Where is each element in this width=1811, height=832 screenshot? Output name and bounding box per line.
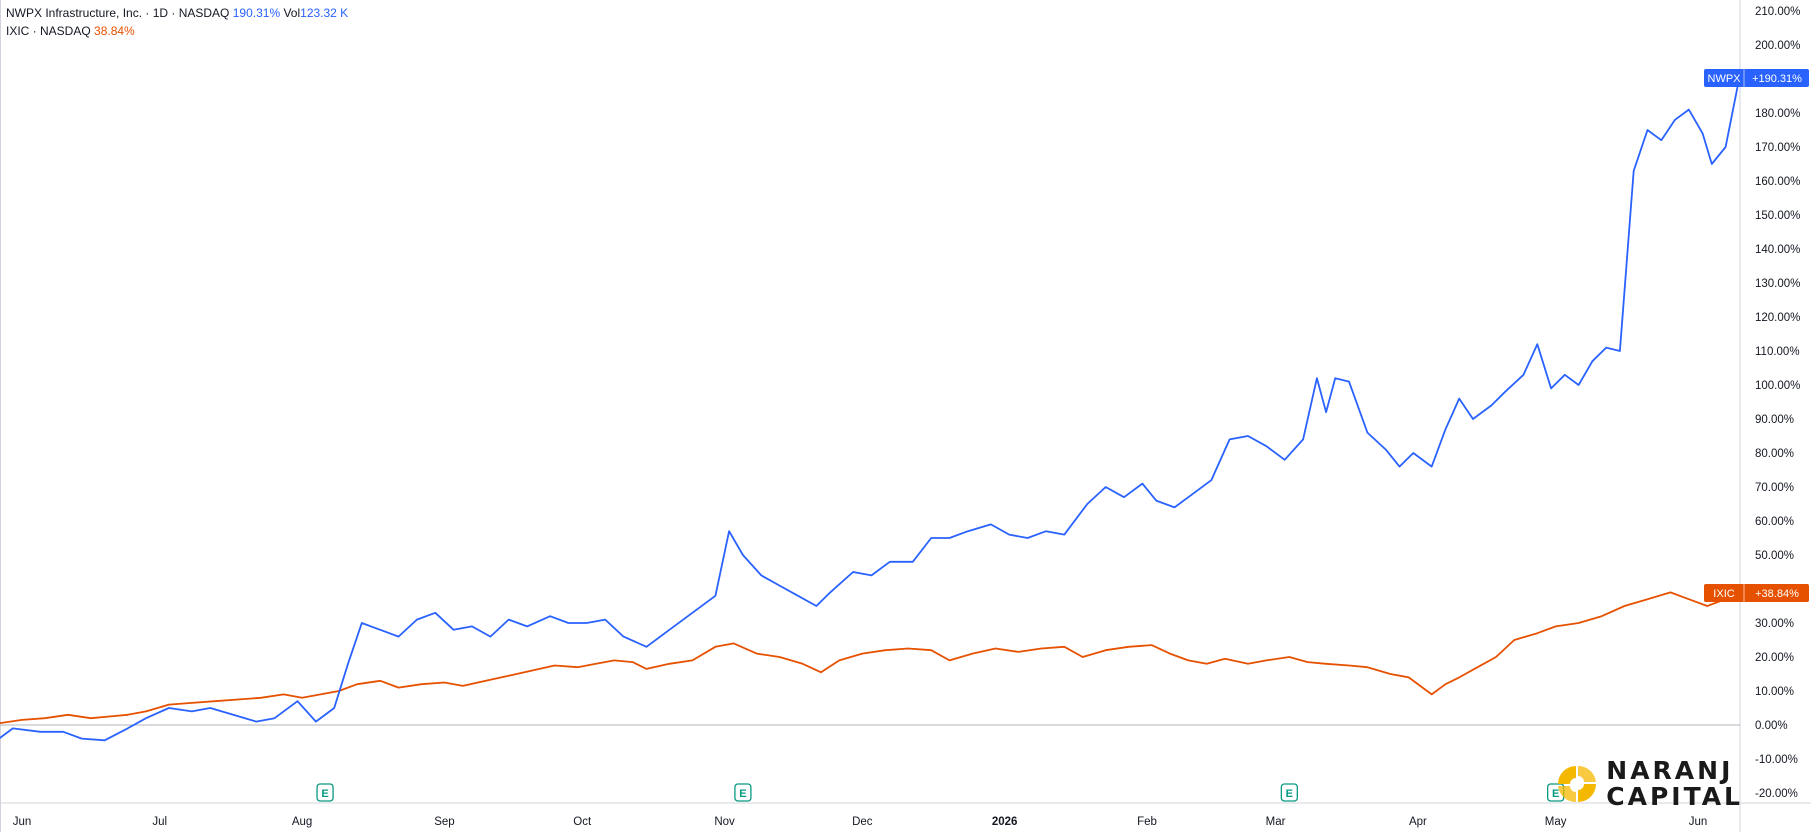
series-lines xyxy=(0,77,1741,742)
ixic-badge: IXIC +38.84% xyxy=(1704,583,1809,602)
x-tick-label: 2026 xyxy=(992,816,1018,828)
earnings-marker: E xyxy=(1280,783,1298,802)
legend-ixic-title: IXIC · NASDAQ xyxy=(6,24,91,38)
earnings-label: E xyxy=(321,788,328,800)
legend-volume-label: Vol xyxy=(283,6,301,20)
x-tick-label: Jun xyxy=(13,816,32,828)
x-tick-label: Dec xyxy=(852,816,873,828)
x-tick-label: May xyxy=(1545,816,1567,828)
earnings-label: E xyxy=(1552,788,1559,800)
legend-nwpx-row[interactable]: NWPX Infrastructure, Inc. · 1D · NASDAQ … xyxy=(6,4,348,22)
y-tick-label: 180.00% xyxy=(1755,108,1800,120)
y-tick-label: 100.00% xyxy=(1755,380,1800,392)
ixic-badge-name: IXIC xyxy=(1713,588,1734,600)
x-tick-label: Jun xyxy=(1689,816,1708,828)
naranj-capital-logo: NARANJ CAPITAL xyxy=(1556,758,1743,810)
legend-volume-value: 123.32 K xyxy=(300,6,349,20)
y-tick-label: 80.00% xyxy=(1755,448,1794,460)
nwpx-badge-bg xyxy=(1704,68,1809,87)
earnings-label: E xyxy=(739,788,746,800)
x-axis[interactable]: Jun Jul Aug Sep Oct Nov Dec 2026 Feb Mar Apr May Jun xyxy=(13,816,1708,828)
nwpx-badge: NWPX +190.31% xyxy=(1704,68,1809,87)
logo-mark-icon xyxy=(1558,765,1597,803)
earnings-marker: E xyxy=(316,783,334,802)
y-tick-label: 0.00% xyxy=(1755,720,1788,732)
series-line-ixic xyxy=(0,591,1740,725)
chart-legend: NWPX Infrastructure, Inc. · 1D · NASDAQ … xyxy=(6,4,348,40)
nwpx-badge-value: +190.31% xyxy=(1752,73,1802,85)
x-tick-label: Sep xyxy=(434,816,454,828)
y-tick-label: 20.00% xyxy=(1755,652,1794,664)
earnings-marker: E xyxy=(734,783,752,802)
logo-line-2: CAPITAL xyxy=(1606,782,1743,811)
y-tick-label: 90.00% xyxy=(1755,414,1794,426)
y-tick-label: 150.00% xyxy=(1755,210,1800,222)
earnings-label: E xyxy=(1286,788,1293,800)
y-tick-label: -20.00% xyxy=(1755,788,1798,800)
x-tick-label: Jul xyxy=(152,816,167,828)
ixic-badge-bg xyxy=(1704,583,1809,602)
legend-nwpx-value: 190.31% xyxy=(232,6,281,20)
price-badges: NWPX +190.31% IXIC +38.84% xyxy=(1704,68,1809,602)
earnings-badge xyxy=(734,783,752,802)
y-tick-label: 170.00% xyxy=(1755,142,1800,154)
ixic-badge-value: +38.84% xyxy=(1755,588,1799,600)
earnings-badge xyxy=(316,783,334,802)
y-tick-label: 10.00% xyxy=(1755,686,1794,698)
y-tick-label: 130.00% xyxy=(1755,278,1800,290)
legend-nwpx-title: NWPX Infrastructure, Inc. · 1D · NASDAQ xyxy=(6,6,230,20)
nwpx-badge-name: NWPX xyxy=(1708,73,1742,85)
y-tick-label: 70.00% xyxy=(1755,482,1794,494)
x-tick-label: Mar xyxy=(1266,816,1286,828)
legend-ixic-row[interactable]: IXIC · NASDAQ 38.84% xyxy=(6,22,348,40)
x-tick-label: Apr xyxy=(1409,816,1427,828)
y-tick-label: 140.00% xyxy=(1755,244,1800,256)
y-tick-label: -10.00% xyxy=(1755,754,1798,766)
y-tick-label: 210.00% xyxy=(1755,6,1800,18)
logo-line-1: NARANJ xyxy=(1606,756,1734,785)
x-tick-label: Nov xyxy=(714,816,735,828)
y-tick-label: 160.00% xyxy=(1755,176,1800,188)
y-tick-label: 30.00% xyxy=(1755,618,1794,630)
x-tick-label: Aug xyxy=(292,816,312,828)
earnings-badge xyxy=(1280,783,1298,802)
y-tick-label: 110.00% xyxy=(1755,346,1800,358)
legend-ixic-value: 38.84% xyxy=(94,24,135,38)
x-tick-label: Oct xyxy=(573,816,592,828)
y-tick-label: 200.00% xyxy=(1755,40,1800,52)
y-axis[interactable]: -20.00%-10.00%0.00%10.00%20.00%30.00%40.… xyxy=(1755,6,1800,800)
y-tick-label: 60.00% xyxy=(1755,516,1794,528)
y-tick-label: 50.00% xyxy=(1755,550,1794,562)
y-tick-label: 120.00% xyxy=(1755,312,1800,324)
series-line-nwpx xyxy=(0,77,1741,742)
x-tick-label: Feb xyxy=(1137,816,1157,828)
